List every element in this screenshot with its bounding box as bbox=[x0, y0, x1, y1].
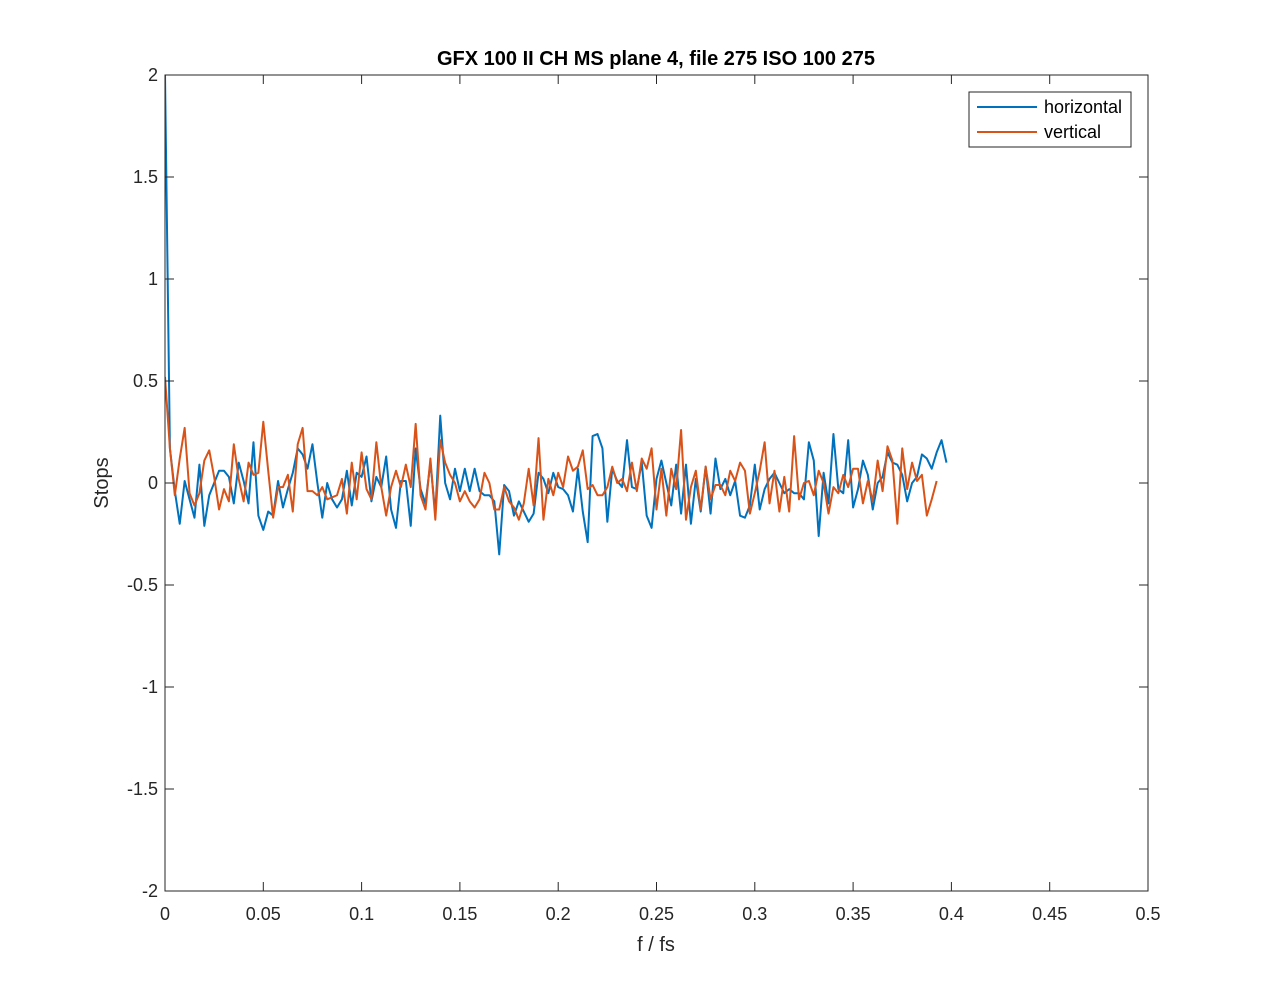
x-tick-label: 0 bbox=[160, 904, 170, 924]
x-tick-label: 0.4 bbox=[939, 904, 964, 924]
x-tick-label: 0.5 bbox=[1135, 904, 1160, 924]
y-tick-label: 2 bbox=[148, 65, 158, 85]
x-tick-label: 0.2 bbox=[546, 904, 571, 924]
x-axis-label: f / fs bbox=[637, 934, 675, 956]
y-tick-label: 1 bbox=[148, 269, 158, 289]
y-tick-label: 0.5 bbox=[133, 371, 158, 391]
legend-label-horizontal: horizontal bbox=[1044, 97, 1122, 117]
legend-label-vertical: vertical bbox=[1044, 122, 1101, 142]
legend-box bbox=[968, 91, 1132, 148]
y-axis-label: Stops bbox=[91, 457, 113, 508]
legend: horizontal vertical bbox=[968, 91, 1132, 148]
plot-frame bbox=[164, 74, 1149, 892]
x-tick-label: 0.1 bbox=[349, 904, 374, 924]
x-tick-label: 0.15 bbox=[442, 904, 477, 924]
x-tick-label: 0.45 bbox=[1032, 904, 1067, 924]
y-tick-label: -0.5 bbox=[127, 575, 158, 595]
axis-ticks: 0 0.05 0.1 0.15 0.2 0.25 0.3 0.35 0.4 0.45 0.5 -2 -1… bbox=[127, 65, 1161, 924]
series-line-vertical bbox=[165, 376, 938, 525]
x-tick-label: 0.25 bbox=[639, 904, 674, 924]
y-tick-label: -1 bbox=[142, 677, 158, 697]
y-tick-label: -2 bbox=[142, 881, 158, 901]
x-tick-label: 0.3 bbox=[742, 904, 767, 924]
x-tick-label: 0.35 bbox=[836, 904, 871, 924]
series-layer bbox=[165, 75, 948, 556]
chart-title: GFX 100 II CH MS plane 4, file 275 ISO 1… bbox=[437, 48, 875, 70]
y-tick-label: 1.5 bbox=[133, 167, 158, 187]
y-tick-label: 0 bbox=[148, 473, 158, 493]
x-tick-label: 0.05 bbox=[246, 904, 281, 924]
y-tick-label: -1.5 bbox=[127, 779, 158, 799]
